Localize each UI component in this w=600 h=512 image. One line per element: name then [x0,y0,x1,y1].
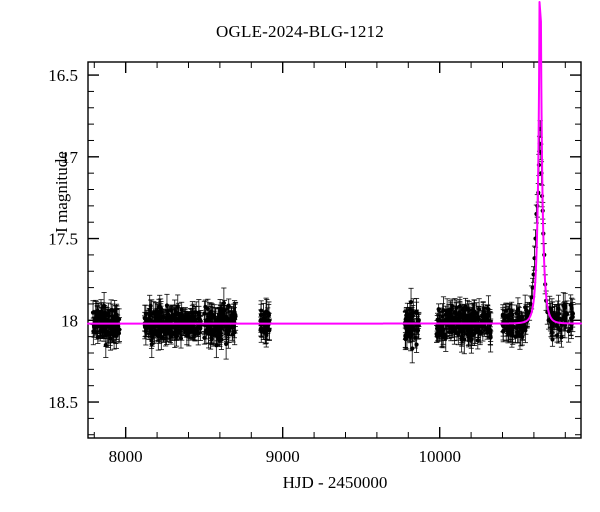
data-point [263,329,269,334]
data-point [554,333,560,338]
data-point [266,311,271,316]
data-point [203,304,208,309]
data-point [410,346,415,351]
data-point [514,311,519,316]
data-point [510,319,515,324]
data-point [468,316,473,321]
data-point [550,337,555,342]
data-point [214,333,220,339]
data-point [481,312,486,317]
data-point [100,325,105,331]
data-point [157,327,163,332]
model-curve [87,1,582,325]
data-point [414,342,419,347]
data-point [564,311,569,316]
plot-frame [87,61,582,439]
data-point [508,324,514,329]
data-point [103,343,108,348]
data-point [523,328,528,333]
data-point [476,326,481,332]
data-point [435,317,440,322]
data-point [467,330,472,335]
y-axis-label: I magnitude [52,151,71,233]
data-point [460,307,465,312]
data-point [116,331,122,336]
data-point [105,330,110,335]
data-point [182,315,188,320]
x-tick-label: 8000 [109,447,143,466]
data-point [557,316,562,321]
data-point [101,329,107,334]
data-point [554,323,559,328]
data-point [441,308,446,313]
data-point [259,329,264,334]
data-point [176,329,181,334]
data-point [561,303,566,308]
data-point [452,326,457,331]
data-point [566,329,571,334]
data-point [104,324,109,329]
data-point [475,338,480,343]
data-point [435,326,440,331]
y-tick-label: 17.5 [48,230,78,249]
data-point [440,331,446,336]
data-point [509,309,514,314]
data-point [108,323,113,329]
y-tick-label: 16.5 [48,66,78,85]
chart-title: OGLE-2024-BLG-1212 [216,22,384,41]
data-point [232,316,238,321]
data-point [161,326,166,331]
data-point [438,323,444,328]
data-point [404,334,409,339]
data-point [227,326,232,331]
data-point [546,318,551,323]
y-tick-label: 17 [61,148,79,167]
y-tick-label: 18 [61,311,78,330]
data-points-group [90,120,576,364]
data-point [530,285,535,290]
data-point [488,330,493,335]
data-point [147,307,152,312]
data-point [226,303,231,308]
x-tick-label: 9000 [266,447,300,466]
x-tick-label: 10000 [418,447,461,466]
x-axis-label: HJD - 2450000 [282,473,388,492]
data-point [217,314,222,320]
data-point [221,314,226,319]
data-point [445,318,451,323]
data-point [106,313,111,318]
data-point [212,314,217,319]
data-point [164,331,169,336]
data-point [172,315,177,320]
data-point [164,303,170,308]
data-point [516,332,521,338]
data-point [153,312,158,318]
data-point [217,331,223,336]
y-tick-label: 18.5 [48,393,78,412]
data-point [111,329,116,334]
data-point [148,303,153,308]
data-point [454,305,459,311]
data-point [204,328,209,333]
data-point [261,312,266,317]
data-point [115,317,120,323]
data-point [552,312,557,317]
data-point [569,306,574,311]
data-point [190,325,195,330]
data-point [151,332,156,337]
data-point [435,332,441,337]
data-point [217,338,222,343]
